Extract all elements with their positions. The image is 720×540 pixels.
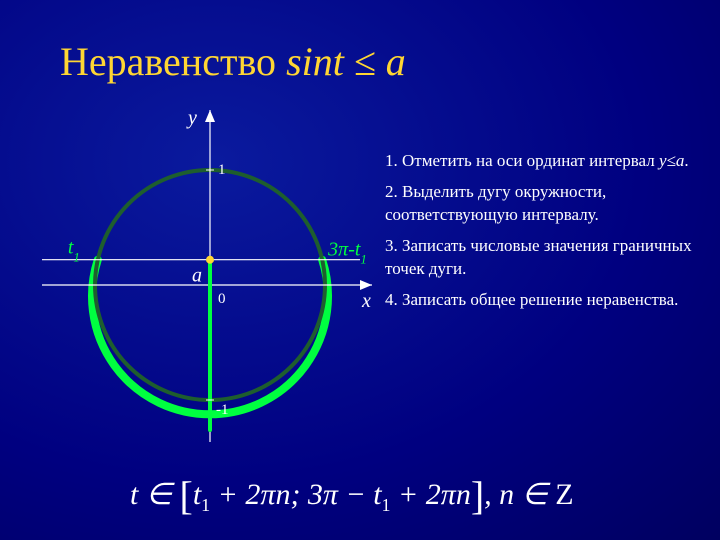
- x-axis-arrow: [360, 280, 372, 290]
- step-1-cond: y≤a: [659, 151, 684, 170]
- title-inequality: sint ≤ a: [286, 39, 406, 84]
- label-one: 1: [218, 162, 226, 178]
- step-3: 3. Записать числовые значения граничных …: [385, 235, 695, 281]
- f-lbracket: [: [179, 473, 192, 518]
- step-2: 2. Выделить дугу окружности, cоответству…: [385, 181, 695, 227]
- f-n3: n: [499, 478, 514, 511]
- f-p2: + 2π: [391, 478, 456, 511]
- unit-circle-diagram: 1-10xyat13π-t1: [30, 100, 390, 460]
- f-sub1: 1: [201, 495, 210, 515]
- f-inZ: ∈: [514, 478, 555, 511]
- instruction-steps: 1. Отметить на оси ординат интервал y≤a.…: [385, 150, 695, 320]
- label-3pi-t1: 3π-t1: [327, 239, 367, 267]
- step-4: 4. Записать общее решение неравенства.: [385, 289, 695, 312]
- f-in: ∈: [138, 478, 179, 511]
- f-sub1b: 1: [382, 495, 391, 515]
- f-t1b: t: [373, 478, 381, 511]
- f-p1: + 2π: [210, 478, 275, 511]
- f-sep: ; 3π −: [290, 478, 373, 511]
- label-y: y: [186, 107, 197, 129]
- a-point: [206, 256, 214, 264]
- f-rbracket: ]: [471, 473, 484, 518]
- step-1: 1. Отметить на оси ординат интервал y≤a.: [385, 150, 695, 173]
- slide-title: Неравенство sint ≤ a: [60, 38, 406, 85]
- solution-formula: t ∈ [t1 + 2πn; 3π − t1 + 2πn], n ∈ Z: [130, 472, 574, 519]
- step-1-text: 1. Отметить на оси ординат интервал: [385, 151, 659, 170]
- label-minus-one: -1: [216, 402, 229, 418]
- label-zero: 0: [218, 291, 226, 307]
- f-comma: ,: [484, 478, 499, 511]
- y-axis-arrow: [205, 110, 215, 122]
- f-n1: n: [275, 478, 290, 511]
- f-t1: t: [193, 478, 201, 511]
- title-prefix: Неравенство: [60, 39, 286, 84]
- label-x: x: [361, 290, 371, 312]
- f-n2: n: [456, 478, 471, 511]
- step-1-dot: .: [684, 151, 688, 170]
- label-a: a: [192, 265, 202, 287]
- f-Z: Z: [555, 478, 573, 511]
